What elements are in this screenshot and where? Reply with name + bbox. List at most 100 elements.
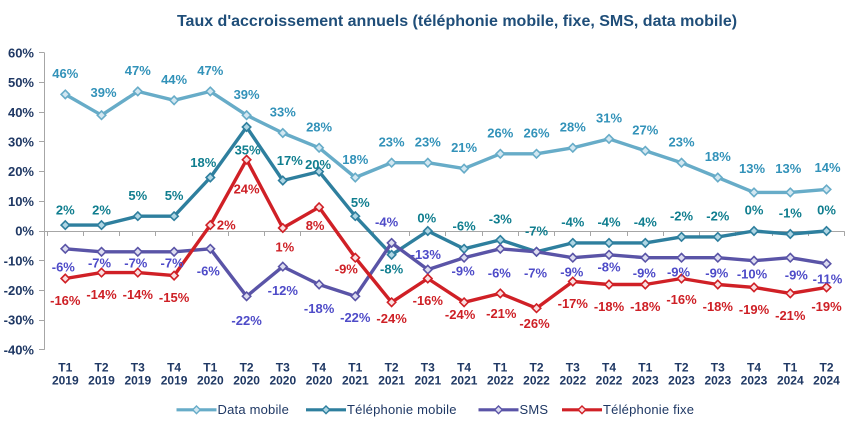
svg-text:-15%: -15%	[159, 290, 190, 305]
svg-text:Taux d'accroissement annuels (: Taux d'accroissement annuels (téléphonie…	[177, 13, 737, 30]
svg-text:T3: T3	[276, 361, 290, 375]
svg-text:-4%: -4%	[634, 215, 658, 230]
svg-text:5%: 5%	[128, 188, 147, 203]
svg-text:-9%: -9%	[705, 265, 729, 280]
svg-text:20%: 20%	[305, 157, 331, 172]
svg-text:23%: 23%	[379, 134, 405, 149]
svg-text:-6%: -6%	[488, 265, 512, 280]
svg-text:-18%: -18%	[304, 301, 335, 316]
svg-text:-2%: -2%	[670, 209, 694, 224]
svg-text:T1: T1	[493, 361, 507, 375]
svg-text:18%: 18%	[342, 152, 368, 167]
svg-text:24%: 24%	[234, 181, 260, 196]
svg-text:0%: 0%	[417, 211, 436, 226]
svg-text:-10%: -10%	[737, 266, 768, 281]
svg-text:-22%: -22%	[231, 313, 262, 328]
svg-text:-6%: -6%	[453, 218, 477, 233]
svg-text:2%: 2%	[217, 218, 236, 233]
svg-text:2019: 2019	[161, 374, 188, 388]
svg-text:2024: 2024	[813, 374, 840, 388]
svg-text:T4: T4	[312, 361, 326, 375]
svg-text:T1: T1	[783, 361, 797, 375]
svg-text:-2%: -2%	[706, 209, 730, 224]
svg-text:-16%: -16%	[50, 293, 81, 308]
svg-text:-7%: -7%	[524, 265, 548, 280]
svg-text:2022: 2022	[487, 374, 514, 388]
svg-text:18%: 18%	[705, 149, 731, 164]
svg-text:-9%: -9%	[633, 265, 657, 280]
svg-text:39%: 39%	[234, 87, 260, 102]
svg-text:Téléphonie fixe: Téléphonie fixe	[603, 402, 694, 417]
svg-text:T1: T1	[203, 361, 217, 375]
svg-text:-1%: -1%	[779, 206, 803, 221]
svg-text:47%: 47%	[125, 63, 151, 78]
svg-text:13%: 13%	[739, 161, 765, 176]
svg-text:T2: T2	[240, 361, 254, 375]
svg-text:2020: 2020	[306, 374, 333, 388]
svg-text:44%: 44%	[161, 72, 187, 87]
svg-text:2020: 2020	[233, 374, 260, 388]
svg-text:2023: 2023	[741, 374, 768, 388]
svg-text:2021: 2021	[414, 374, 441, 388]
svg-text:2021: 2021	[378, 374, 405, 388]
svg-text:31%: 31%	[596, 111, 622, 126]
svg-text:-18%: -18%	[630, 299, 661, 314]
svg-text:-8%: -8%	[380, 261, 404, 276]
svg-text:T4: T4	[167, 361, 181, 375]
svg-text:10%: 10%	[8, 194, 34, 209]
svg-text:-9%: -9%	[335, 261, 359, 276]
svg-text:26%: 26%	[523, 125, 549, 140]
svg-text:T4: T4	[457, 361, 471, 375]
svg-text:-19%: -19%	[811, 299, 842, 314]
svg-text:-24%: -24%	[376, 311, 407, 326]
svg-text:17%: 17%	[277, 153, 303, 168]
svg-text:-8%: -8%	[597, 259, 621, 274]
svg-text:1%: 1%	[275, 240, 294, 255]
svg-text:26%: 26%	[487, 125, 513, 140]
svg-text:T2: T2	[674, 361, 688, 375]
svg-text:T3: T3	[566, 361, 580, 375]
svg-text:-9%: -9%	[667, 264, 691, 279]
svg-text:Data mobile: Data mobile	[218, 402, 290, 417]
svg-text:2%: 2%	[56, 203, 75, 218]
svg-text:2%: 2%	[92, 203, 111, 218]
svg-text:T3: T3	[421, 361, 435, 375]
svg-text:-4%: -4%	[561, 215, 585, 230]
svg-text:-9%: -9%	[452, 263, 476, 278]
svg-text:28%: 28%	[306, 119, 332, 134]
svg-text:60%: 60%	[8, 45, 34, 60]
svg-text:35%: 35%	[235, 143, 261, 158]
svg-text:50%: 50%	[8, 75, 34, 90]
svg-text:2019: 2019	[124, 374, 151, 388]
svg-text:T2: T2	[94, 361, 108, 375]
svg-text:-11%: -11%	[813, 271, 843, 286]
svg-text:-7%: -7%	[124, 255, 148, 270]
svg-text:T3: T3	[131, 361, 145, 375]
svg-text:-24%: -24%	[445, 307, 476, 322]
svg-text:-14%: -14%	[86, 287, 117, 302]
svg-text:-9%: -9%	[785, 267, 809, 282]
svg-text:-18%: -18%	[594, 299, 625, 314]
svg-text:-16%: -16%	[413, 293, 444, 308]
svg-text:18%: 18%	[190, 155, 216, 170]
svg-text:2021: 2021	[451, 374, 478, 388]
svg-text:2023: 2023	[668, 374, 695, 388]
svg-text:-22%: -22%	[340, 310, 371, 325]
svg-text:0%: 0%	[745, 203, 764, 218]
svg-text:0%: 0%	[817, 203, 836, 218]
svg-text:2024: 2024	[777, 374, 804, 388]
svg-text:14%: 14%	[814, 160, 840, 175]
svg-text:-6%: -6%	[52, 259, 76, 274]
svg-text:47%: 47%	[197, 63, 223, 78]
svg-text:40%: 40%	[8, 105, 34, 120]
svg-text:46%: 46%	[52, 66, 78, 81]
svg-text:39%: 39%	[90, 85, 116, 100]
svg-text:23%: 23%	[415, 134, 441, 149]
svg-text:-21%: -21%	[775, 308, 806, 323]
svg-text:-7%: -7%	[88, 255, 112, 270]
svg-text:-40%: -40%	[4, 342, 35, 357]
svg-text:Téléphonie mobile: Téléphonie mobile	[347, 402, 457, 417]
svg-text:-17%: -17%	[558, 296, 589, 311]
svg-text:28%: 28%	[560, 119, 586, 134]
svg-text:-21%: -21%	[486, 306, 517, 321]
